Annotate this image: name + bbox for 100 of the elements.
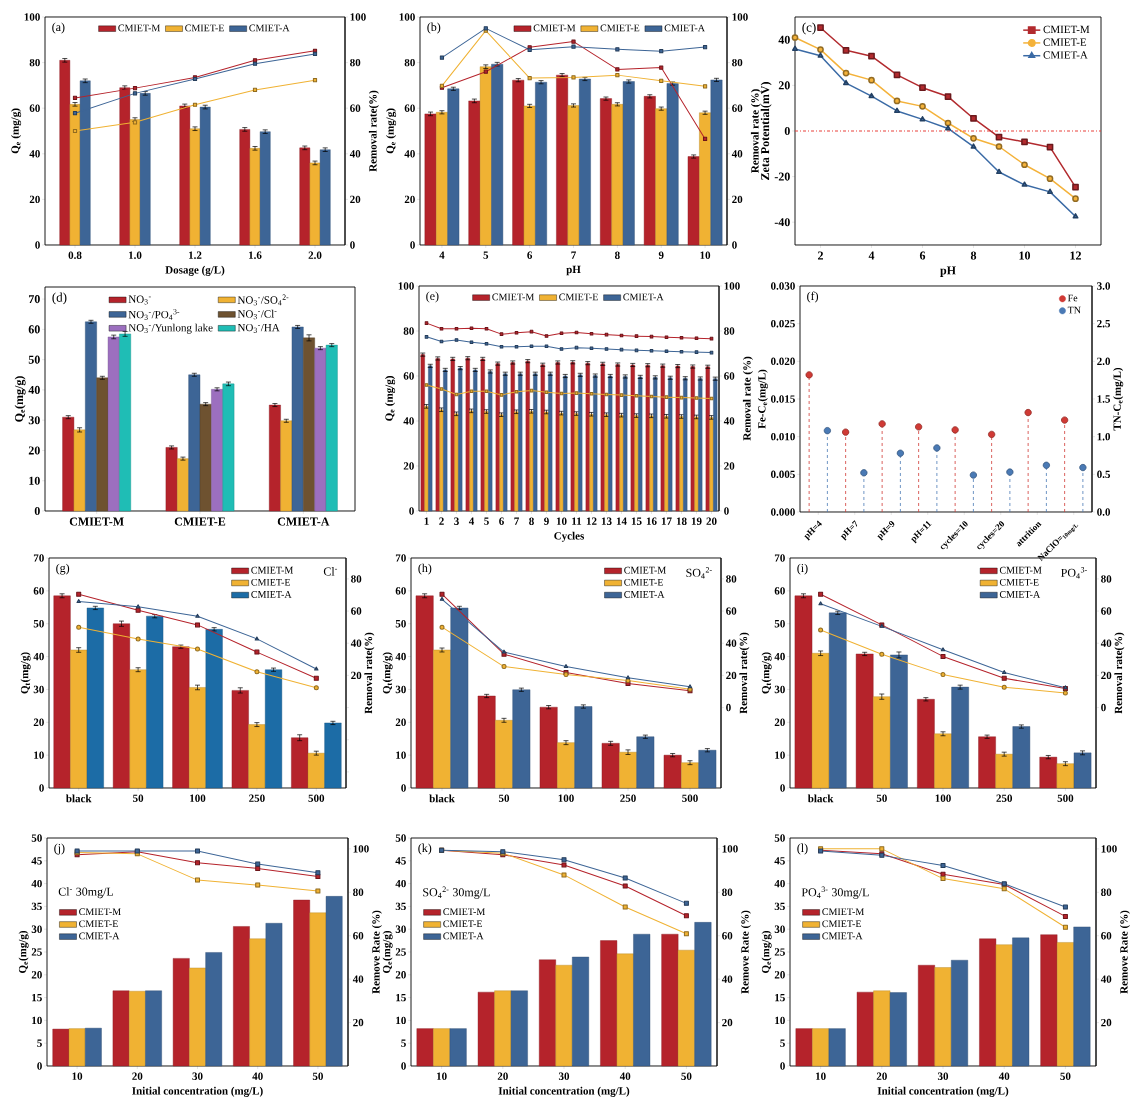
y2-tick-label: 20 bbox=[1101, 671, 1112, 680]
y-tick-label: 10 bbox=[396, 1016, 406, 1025]
y-tick-label: 25 bbox=[31, 948, 42, 956]
y-tick-label: 0 bbox=[780, 784, 785, 792]
y-tick-label: 0.000 bbox=[770, 508, 795, 516]
x-tick-label: CMIET-A bbox=[277, 517, 330, 526]
y-tick-label: 40 bbox=[778, 35, 790, 44]
y2-axis-title: TN-C$_{e}$(mg/L) bbox=[1113, 367, 1124, 431]
y-axis-title: Q$_{e}$(mg/g) bbox=[14, 376, 26, 422]
annotation: SO$_{4}$2- bbox=[686, 567, 712, 579]
y-tick-label: 40 bbox=[29, 150, 40, 158]
x-tick-label: 12 bbox=[586, 517, 597, 525]
y-tick-label: 30 bbox=[774, 685, 785, 694]
y-tick-label: 35 bbox=[31, 902, 42, 911]
y2-tick-label: 60 bbox=[724, 372, 735, 380]
legend-label: CMIET-M bbox=[443, 908, 485, 916]
x-tick-label: 1.0 bbox=[129, 251, 142, 259]
y-tick-label: 40 bbox=[395, 652, 406, 661]
y-tick-label: 45 bbox=[395, 857, 406, 865]
y-tick-label: 40 bbox=[33, 652, 44, 661]
y2-tick-label: 60 bbox=[722, 932, 733, 940]
y2-tick-label: 60 bbox=[351, 607, 362, 615]
y-tick-label: 20 bbox=[778, 81, 790, 90]
y-tick-label: 0 bbox=[39, 784, 44, 792]
annotation: PO$_{4}$3- bbox=[1061, 567, 1087, 579]
x-tick-label: 10 bbox=[700, 251, 711, 259]
y-tick-label: 50 bbox=[395, 834, 406, 842]
y-tick-label: 80 bbox=[404, 58, 415, 67]
x-axis-title: Initial concentration (mg/L) bbox=[498, 1086, 630, 1097]
y-tick-label: 50 bbox=[28, 355, 40, 364]
x-tick-label: 13 bbox=[601, 517, 612, 525]
x-tick-label: 9 bbox=[544, 517, 549, 525]
x-tick-label: 10 bbox=[1019, 251, 1031, 260]
legend-label: CMIET-E bbox=[79, 920, 118, 928]
y2-tick-label: 40 bbox=[349, 150, 361, 158]
y2-tick-label: 60 bbox=[353, 932, 364, 940]
y2-tick-label: 100 bbox=[350, 13, 366, 21]
y-tick-label: 10 bbox=[34, 751, 44, 759]
y-tick-label: 50 bbox=[31, 834, 42, 842]
annotation: PO$_{4}$$^{3-}$ 30mg/L bbox=[801, 886, 869, 899]
y2-axis-title: Removal rate (%) bbox=[750, 89, 761, 173]
legend-label: CMIET-M bbox=[1043, 25, 1090, 34]
y-tick-label: 70 bbox=[395, 554, 406, 562]
legend-label: CMIET-A bbox=[822, 932, 863, 940]
y-tick-label: 70 bbox=[33, 554, 44, 562]
legend-label: NO$_{3}$$^{-}$/Yunlong lake bbox=[128, 323, 213, 334]
y2-tick-label: 0 bbox=[724, 507, 729, 515]
legend-label: Fe bbox=[1067, 294, 1078, 302]
y-tick-label: 15 bbox=[32, 993, 42, 1002]
y2-tick-label: 80 bbox=[1101, 575, 1112, 583]
x-axis-title: Cycles bbox=[554, 531, 585, 542]
annotation: (h) bbox=[418, 563, 432, 575]
x-tick-label: 0.8 bbox=[68, 251, 82, 259]
x-tick-label: 40 bbox=[619, 1072, 631, 1080]
y2-tick-label: 80 bbox=[726, 575, 737, 583]
y-tick-label: 0.020 bbox=[770, 357, 795, 366]
x-tick-label: 10 bbox=[72, 1072, 83, 1080]
y-tick-label: 45 bbox=[31, 857, 42, 865]
y-tick-label: 60 bbox=[28, 325, 40, 334]
y-tick-label: 10 bbox=[396, 751, 406, 759]
x-tick-label: 500 bbox=[682, 794, 698, 802]
y-tick-label: 20 bbox=[403, 462, 414, 470]
x-tick-label: 8 bbox=[970, 251, 977, 260]
legend-label: CMIET-E bbox=[251, 578, 291, 586]
y-tick-label: 60 bbox=[403, 372, 414, 380]
y-axis-title: Q$_{t}$(mg/g) bbox=[382, 652, 393, 694]
y2-tick-label: 80 bbox=[722, 888, 733, 896]
y-tick-label: 0 bbox=[784, 126, 790, 136]
legend-label: CMIET-A bbox=[249, 24, 290, 32]
legend-label: CMIET-E bbox=[600, 24, 640, 32]
x-tick-label: 6 bbox=[527, 251, 533, 259]
y2-tick-label: 60 bbox=[732, 104, 743, 112]
x-tick-label: 100 bbox=[190, 794, 206, 802]
y-axis-title: Q$_{e}$(mg/g) bbox=[761, 930, 772, 973]
y2-tick-label: 100 bbox=[732, 13, 748, 21]
annotation: (i) bbox=[797, 563, 808, 575]
legend-label: CMIET-A bbox=[1043, 51, 1088, 59]
x-tick-label: 40 bbox=[252, 1072, 263, 1080]
y2-tick-label: 20 bbox=[351, 671, 362, 680]
y2-tick-label: 20 bbox=[732, 195, 743, 204]
x-tick-label: 100 bbox=[935, 794, 951, 802]
x-tick-label: 1.2 bbox=[189, 251, 202, 259]
annotation: (g) bbox=[56, 563, 70, 575]
y-tick-label: 70 bbox=[28, 295, 40, 304]
y-tick-label: 60 bbox=[33, 587, 44, 595]
x-tick-label: 50 bbox=[876, 794, 887, 802]
y2-tick-label: 100 bbox=[724, 282, 740, 290]
y-tick-label: 0.030 bbox=[770, 282, 795, 290]
y-tick-label: 0 bbox=[401, 1062, 406, 1070]
x-tick-label: 4 bbox=[439, 251, 445, 259]
y-axis-title: Q$_{e}$ (mg/g) bbox=[386, 108, 397, 154]
annotation: Cl$^{-}$ bbox=[323, 567, 338, 576]
legend-label: CMIET-M bbox=[118, 24, 161, 32]
y-axis-title: Q$_{t}$(mg/g) bbox=[20, 652, 31, 694]
legend-label: CMIET-M bbox=[822, 908, 864, 916]
x-tick-label: 16 bbox=[646, 517, 657, 525]
annotation: (b) bbox=[427, 22, 441, 34]
x-axis-title: pH bbox=[940, 266, 956, 277]
x-tick-label: 10 bbox=[556, 517, 567, 525]
y-tick-label: 50 bbox=[395, 620, 406, 628]
